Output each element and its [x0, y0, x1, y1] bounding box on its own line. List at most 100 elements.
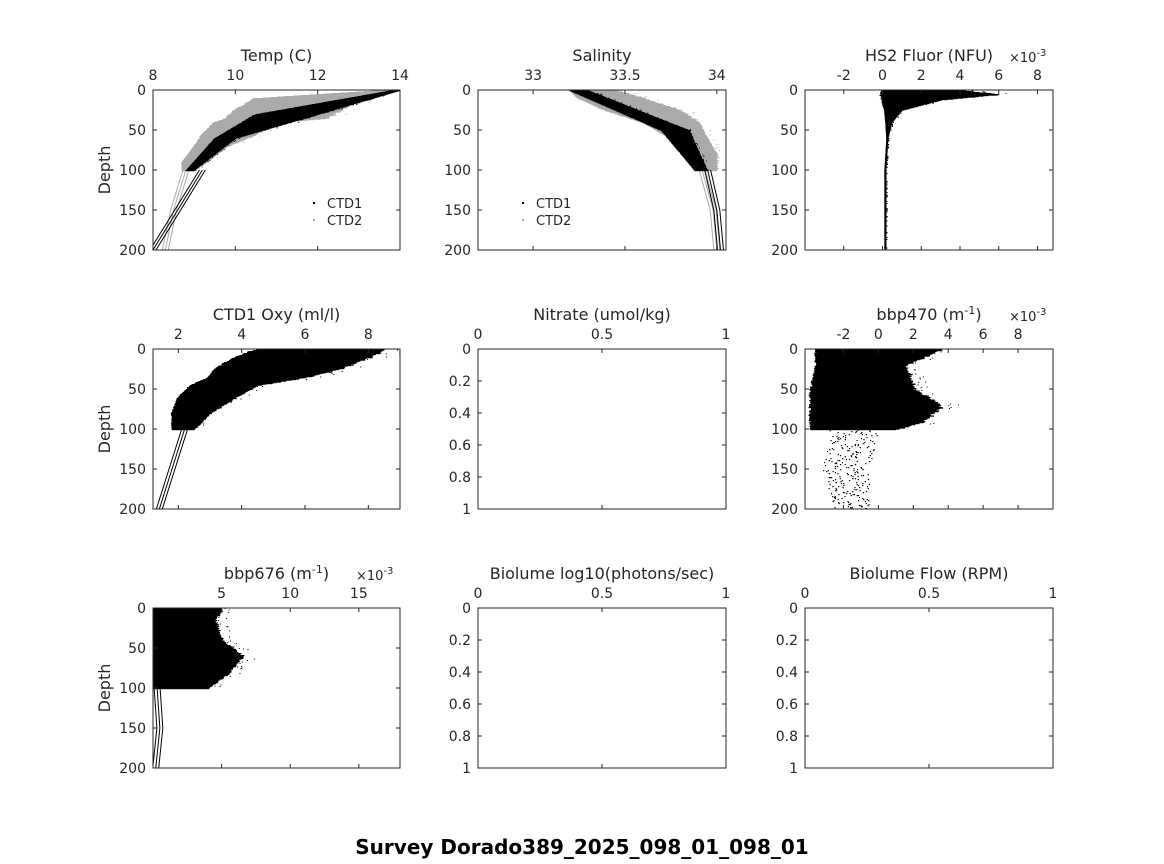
- data-point: [862, 475, 865, 477]
- y-tick-label: 0.4: [776, 665, 798, 681]
- data-point: [840, 445, 843, 447]
- data-point: [835, 488, 837, 490]
- data-point: [836, 463, 838, 465]
- data-point: [823, 462, 826, 464]
- data-point: [253, 658, 255, 660]
- data-point: [229, 630, 231, 632]
- data-point: [841, 462, 844, 464]
- data-point: [848, 434, 850, 436]
- data-point: [838, 486, 840, 488]
- deep-profile-line: [161, 169, 184, 250]
- data-point: [847, 501, 849, 503]
- data-point: [828, 460, 830, 462]
- data-point: [842, 448, 844, 450]
- panel-title: Nitrate (umol/kg): [533, 305, 671, 324]
- data-point: [240, 398, 242, 400]
- data-point: [855, 432, 857, 434]
- panel-title: bbp676 (m-1): [224, 563, 329, 583]
- x-tick-label: 1: [722, 586, 731, 602]
- axis-exponent: ×10-3: [1009, 307, 1046, 325]
- data-point: [850, 456, 853, 458]
- data-point: [829, 477, 832, 479]
- data-point: [914, 369, 916, 371]
- data-point: [900, 113, 902, 114]
- data-point: [620, 102, 622, 103]
- data-point: [614, 99, 616, 101]
- x-tick-label: 33.5: [609, 68, 640, 84]
- data-point: [886, 184, 888, 186]
- deep-profile-line: [704, 169, 721, 250]
- data-point: [854, 474, 856, 476]
- data-point: [869, 455, 871, 457]
- deep-profile-line: [710, 169, 724, 250]
- data-point: [867, 474, 869, 476]
- data-point: [229, 676, 231, 677]
- y-tick-label: 200: [771, 243, 798, 259]
- data-point: [850, 503, 852, 505]
- data-point: [853, 494, 856, 496]
- deep-profile-line: [158, 687, 164, 768]
- data-point: [836, 489, 838, 491]
- data-point: [848, 504, 850, 506]
- data-point: [897, 117, 899, 118]
- legend-entry: CTD2: [536, 214, 571, 229]
- deep-profile-line: [153, 169, 200, 247]
- data-point: [829, 453, 831, 455]
- data-point: [926, 386, 928, 388]
- x-tick-label: 10: [281, 586, 299, 602]
- y-tick-label: 1: [789, 761, 798, 777]
- data-point: [207, 161, 209, 162]
- data-point: [238, 648, 240, 649]
- x-tick-label: 4: [956, 68, 965, 84]
- x-tick-label: 8: [1033, 68, 1042, 84]
- y-axis-label: Depth: [95, 405, 114, 454]
- data-point: [199, 167, 201, 169]
- data-point: [860, 505, 862, 507]
- panel-title: Temp (C): [240, 46, 312, 65]
- y-tick-label: 100: [119, 681, 146, 697]
- data-point: [913, 424, 915, 426]
- data-point: [837, 466, 839, 468]
- data-point: [854, 478, 857, 480]
- data-point: [852, 478, 854, 480]
- data-point: [341, 371, 343, 372]
- series-ctd1: [153, 608, 255, 768]
- data-point: [852, 491, 854, 493]
- data-point: [230, 640, 232, 642]
- data-point: [853, 470, 855, 472]
- panel-salinity: 33 33.5 34 0 50 100 150 200 Salinity CTD1 CTD2: [444, 46, 727, 259]
- data-point: [230, 402, 232, 403]
- data-point: [680, 109, 682, 110]
- data-point: [636, 108, 638, 109]
- data-point: [856, 452, 858, 454]
- series-ctd1: [153, 90, 400, 250]
- data-point: [828, 481, 830, 483]
- data-band: [185, 170, 195, 172]
- data-point: [841, 498, 843, 500]
- y-tick-label: 100: [771, 422, 798, 438]
- data-point: [844, 492, 846, 494]
- legend-marker: [313, 202, 315, 204]
- plot-area-salinity: [568, 90, 724, 250]
- y-tick-label: 0: [137, 601, 146, 617]
- data-point: [948, 408, 950, 409]
- data-point: [397, 349, 399, 351]
- x-tick-label: 33: [524, 68, 542, 84]
- deep-profile-line: [153, 169, 203, 250]
- data-point: [201, 164, 203, 166]
- data-point: [236, 666, 238, 668]
- data-point: [856, 454, 858, 456]
- data-point: [888, 144, 890, 146]
- data-point: [859, 487, 861, 489]
- data-point: [844, 444, 846, 446]
- data-point: [861, 432, 863, 434]
- data-point: [863, 439, 865, 441]
- x-tick-label: 0: [874, 327, 883, 343]
- legend-entry: CTD2: [327, 214, 362, 229]
- data-point: [717, 160, 719, 161]
- deep-profile-line: [155, 687, 161, 768]
- data-point: [957, 404, 959, 406]
- data-point: [857, 476, 859, 478]
- data-point: [887, 158, 889, 160]
